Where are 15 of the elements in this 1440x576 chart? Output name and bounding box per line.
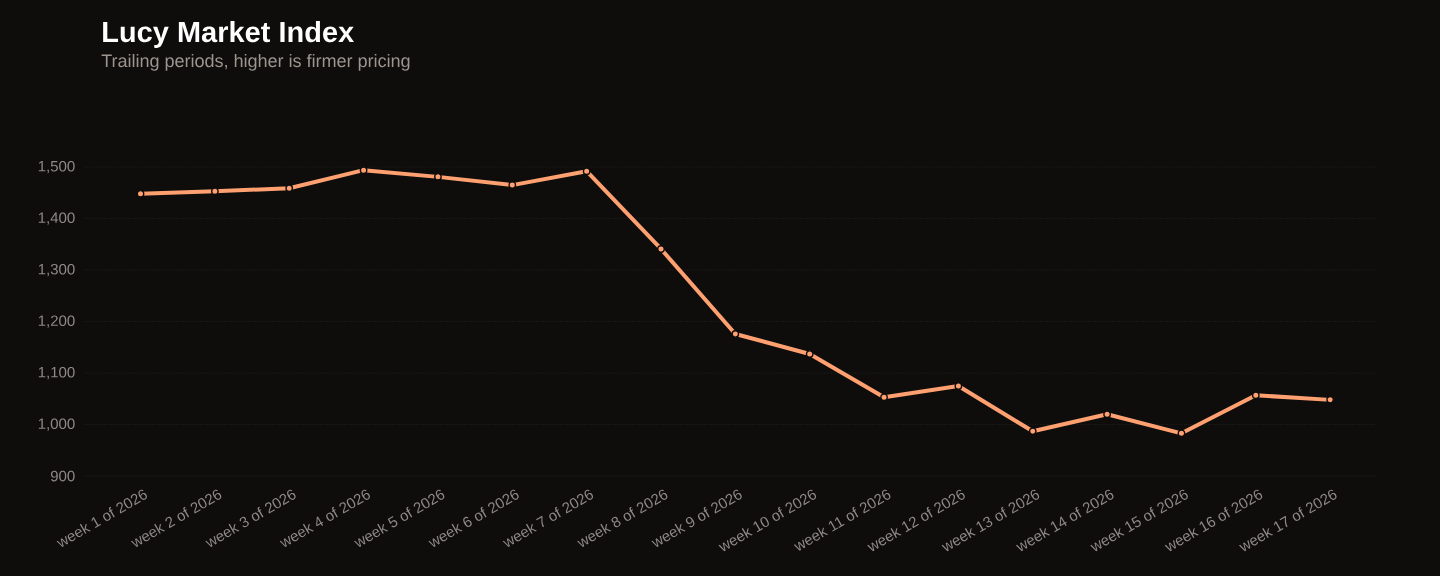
chart-title: Lucy Market Index — [103, 20, 354, 49]
y-tick-label: 1,200 — [38, 315, 75, 328]
point — [582, 167, 591, 176]
y-tick-label: 1,300 — [38, 263, 75, 277]
y-tick-label: 1,000 — [38, 418, 75, 431]
point — [657, 245, 665, 253]
point — [805, 350, 814, 358]
point — [1251, 391, 1260, 400]
chart-subtitle: Trailing periods, higher is firmer pricing — [101, 53, 410, 71]
y-tick-label: 1,100 — [38, 366, 75, 380]
y-tick-label: 900 — [50, 470, 75, 482]
y-tick-label: 1,400 — [38, 212, 75, 225]
y-tick-label: 1,500 — [38, 160, 75, 174]
point — [954, 382, 963, 390]
point — [731, 330, 740, 338]
